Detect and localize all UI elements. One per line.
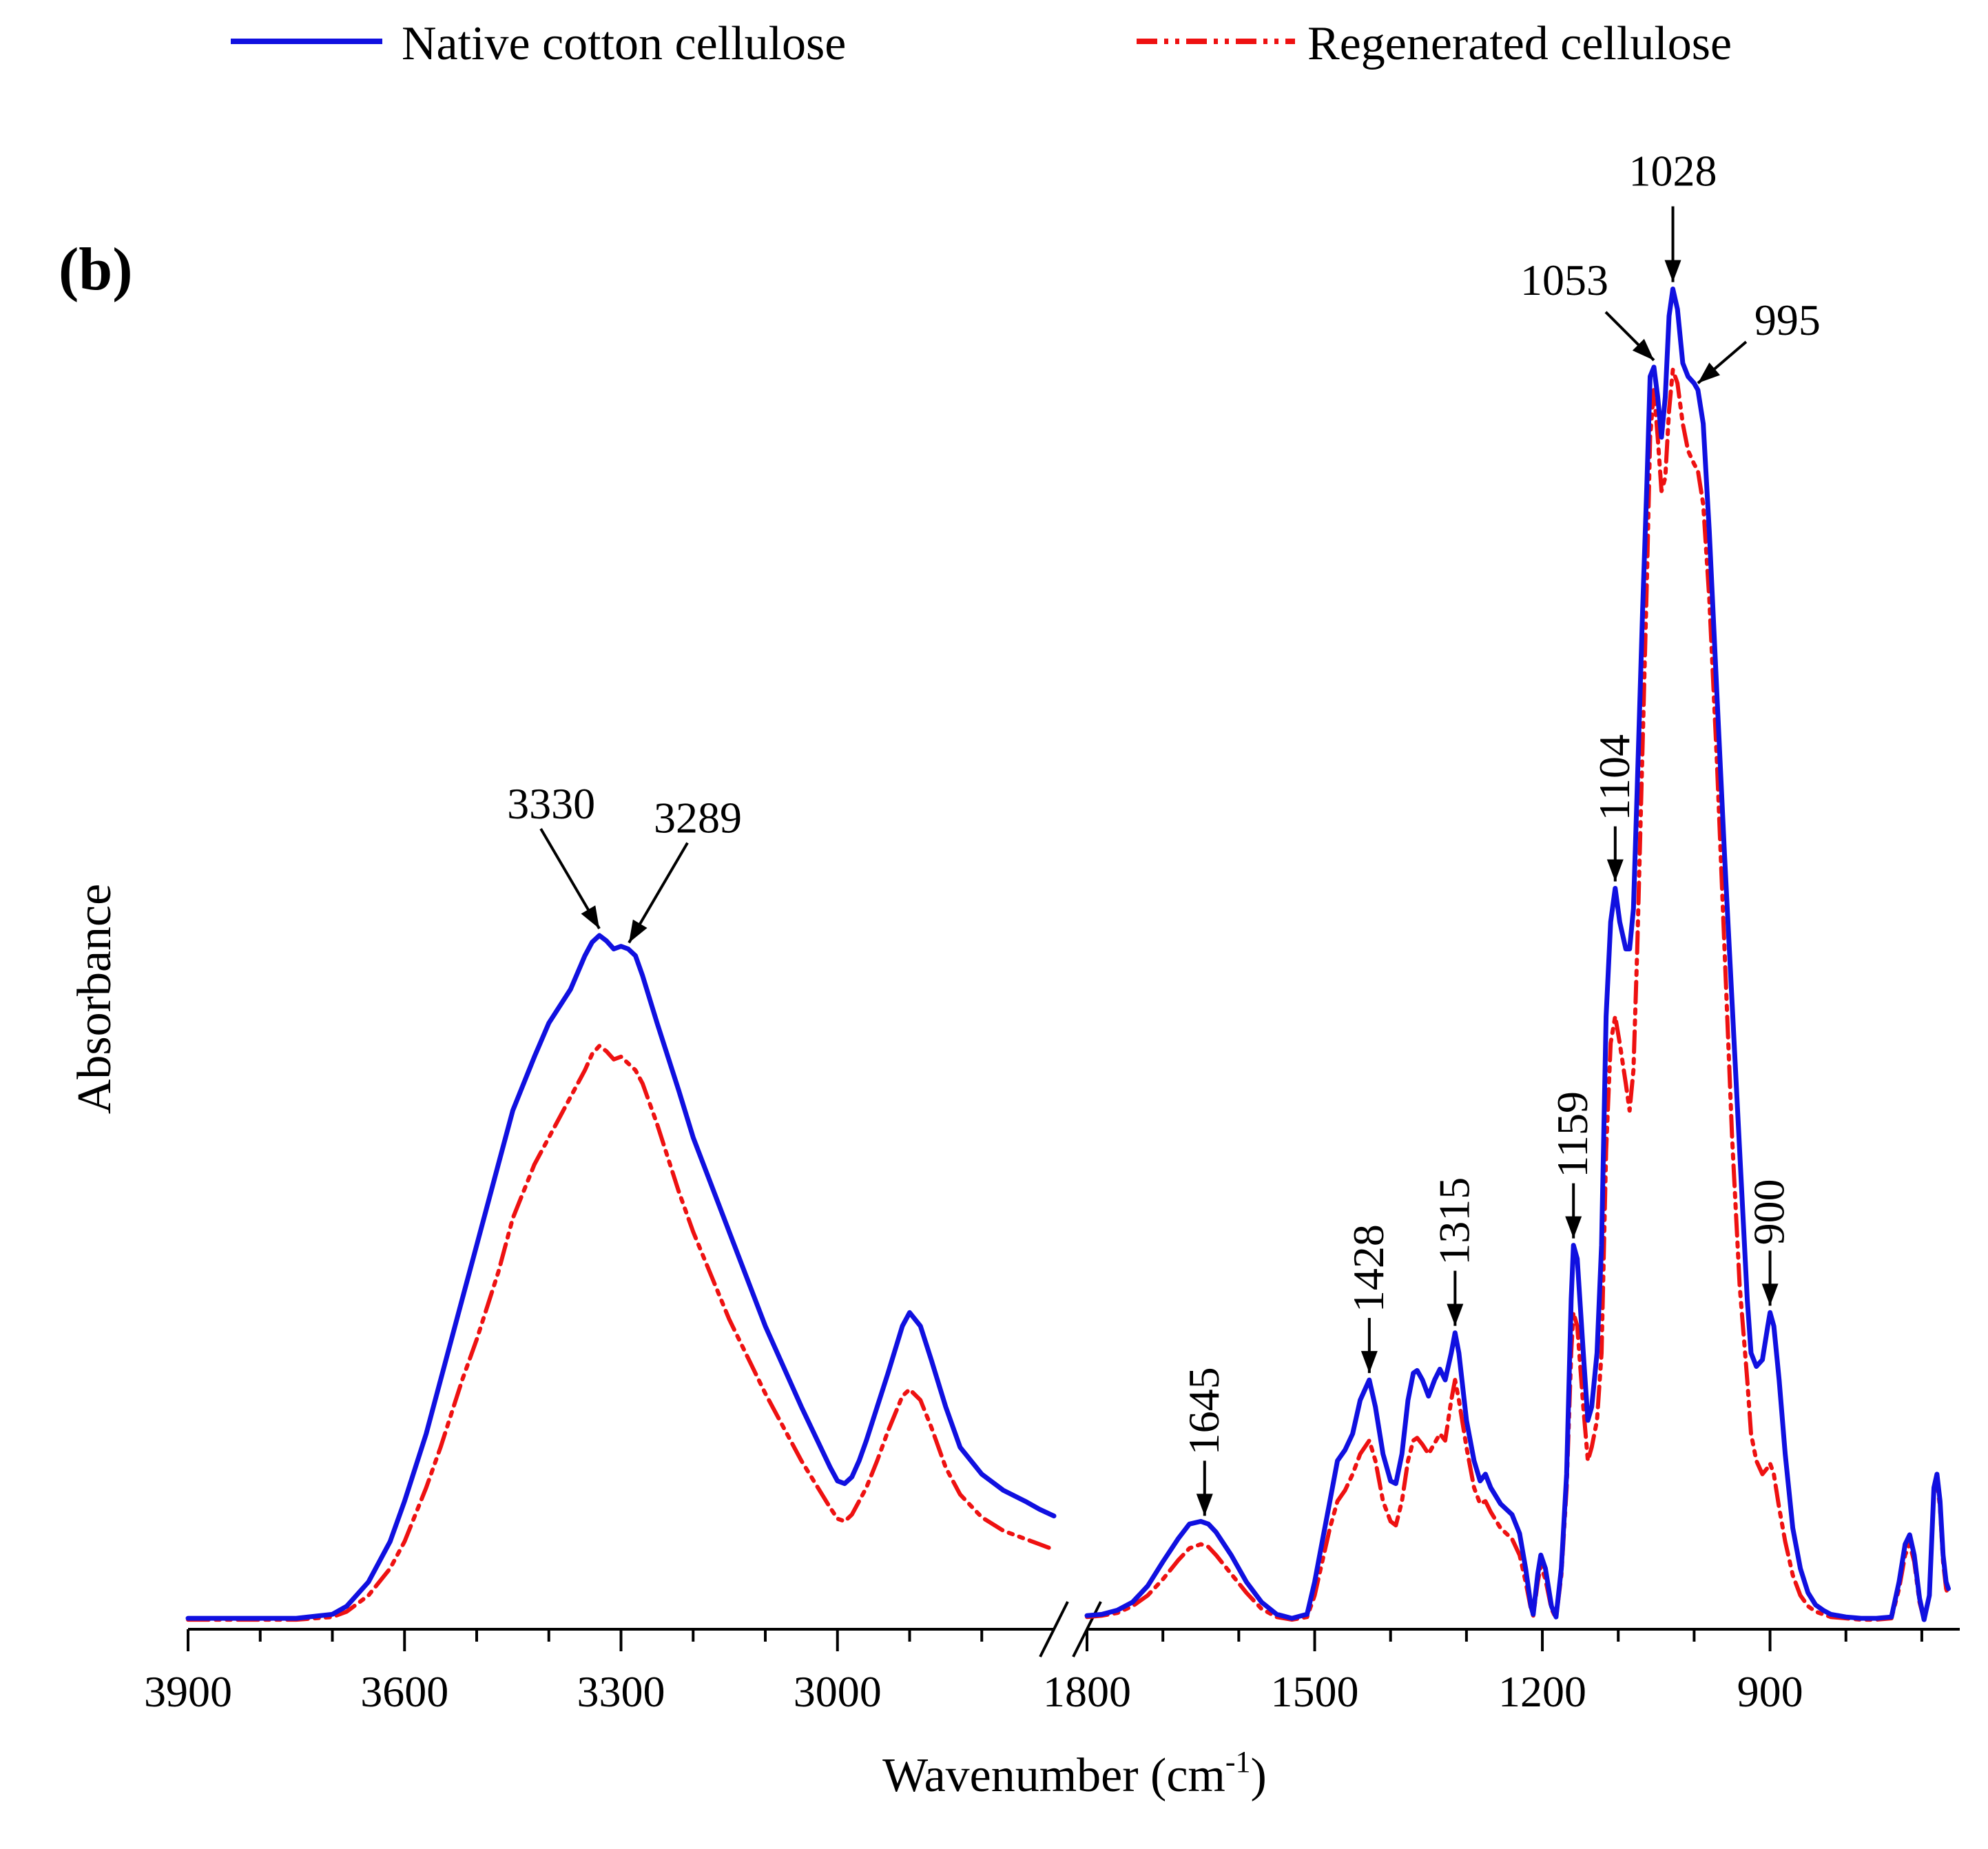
arrow-head (629, 919, 648, 943)
peak-annotation-1104: 1104 (1590, 734, 1639, 882)
arrow-head (1360, 1351, 1378, 1374)
peak-label: 1028 (1629, 147, 1717, 196)
spectrum-series (185, 287, 1951, 1622)
peak-annotation-1159: 1159 (1548, 1091, 1597, 1239)
peak-label: 3289 (654, 793, 742, 842)
x-axis-title-superscript: -1 (1225, 1745, 1251, 1779)
peak-annotation-1028: 1028 (1629, 147, 1717, 282)
x-axis-title-close: ) (1251, 1749, 1267, 1802)
arrow-head (581, 905, 600, 929)
regenerated-cellulose-line-segment-1 (186, 1044, 1056, 1622)
legend-label-native: Native cotton cellulose (402, 17, 846, 70)
x-tick-label: 1200 (1498, 1667, 1586, 1716)
peak-label: 1104 (1590, 734, 1639, 821)
x-tick-label: 900 (1737, 1667, 1803, 1716)
peak-label: 1315 (1429, 1177, 1478, 1266)
peak-label: 1053 (1520, 256, 1608, 304)
arrow-head (1447, 1303, 1464, 1326)
peak-annotation-900: 900 (1745, 1179, 1794, 1306)
axis-break-mark-left (1039, 1601, 1069, 1657)
x-axis: 3900 3600 3300 3000 1800 1500 1200 900 (144, 1601, 1960, 1716)
y-axis-title: Absorbance (68, 884, 121, 1114)
x-tick-label: 3000 (794, 1667, 882, 1716)
native-cellulose-line-segment-2 (1084, 287, 1951, 1622)
peak-annotation-1315: 1315 (1429, 1177, 1478, 1326)
arrow-head (1664, 260, 1681, 282)
peak-annotations: 3330 3289 1645 1428 1315 1159 1104 1053 1028 995 9… (507, 147, 1821, 1516)
panel-label: (b) (59, 236, 133, 303)
x-tick-label: 3900 (144, 1667, 232, 1716)
peak-annotation-3289: 3289 (628, 793, 742, 944)
arrow-head (1761, 1283, 1779, 1306)
x-tick-label: 3600 (360, 1667, 448, 1716)
peak-label: 995 (1754, 296, 1821, 344)
legend-label-regenerated: Regenerated cellulose (1307, 17, 1732, 70)
native-cellulose-line-segment-1 (185, 933, 1057, 1621)
peak-annotation-995: 995 (1697, 296, 1821, 384)
arrow-head (1697, 362, 1721, 384)
peak-annotation-3330: 3330 (507, 779, 601, 929)
peak-label: 1159 (1548, 1091, 1597, 1178)
legend: Native cotton cellulose Regenerated cell… (231, 17, 1732, 70)
peak-label: 1428 (1344, 1224, 1393, 1312)
x-axis-title-main: Wavenumber (cm (882, 1749, 1225, 1802)
regenerated-cellulose-line-segment-2 (1085, 367, 1951, 1622)
peak-label: 3330 (507, 779, 595, 828)
peak-label: 900 (1745, 1179, 1794, 1245)
arrow-head (1565, 1216, 1582, 1239)
x-tick-label: 1500 (1271, 1667, 1359, 1716)
arrow-head (1196, 1494, 1213, 1516)
arrow-head (1606, 859, 1624, 882)
peak-annotation-1053: 1053 (1520, 256, 1655, 362)
peak-label: 1645 (1179, 1367, 1228, 1455)
x-axis-title: Wavenumber (cm-1) (882, 1745, 1267, 1802)
peak-annotation-1645: 1645 (1179, 1367, 1228, 1516)
x-tick-label: 1800 (1043, 1667, 1131, 1716)
x-tick-label: 3300 (577, 1667, 665, 1716)
x-axis-major-ticks: 3900 3600 3300 3000 1800 1500 1200 900 (144, 1629, 1803, 1716)
arrow-head (1632, 338, 1654, 360)
x-axis-minor-ticks (258, 1629, 1923, 1642)
peak-annotation-1428: 1428 (1344, 1224, 1393, 1374)
